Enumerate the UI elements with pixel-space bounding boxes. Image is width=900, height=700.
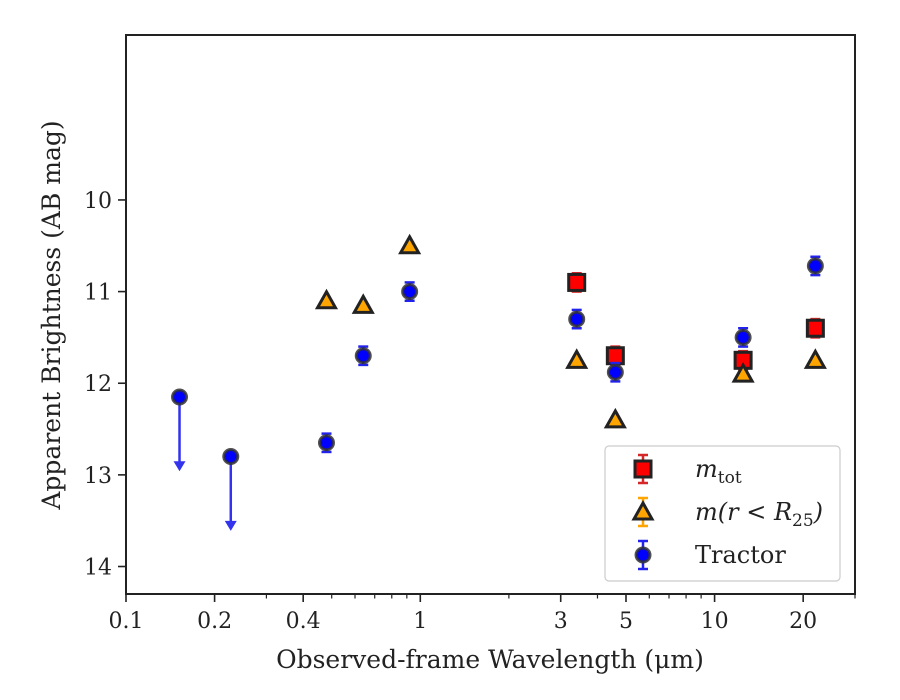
legend-label-main: m (695, 455, 718, 483)
tractor-point (806, 257, 824, 275)
upper-limit-arrowhead (173, 461, 186, 472)
legend-label-close: ) (813, 498, 823, 526)
mr25-point (565, 348, 589, 369)
x-tick-label: 1 (413, 609, 427, 634)
tractor-point (222, 448, 240, 466)
upper-limit-arrowhead (224, 520, 237, 531)
legend-entry: mtot (633, 453, 742, 488)
x-tick-label: 3 (554, 609, 568, 634)
legend: mtot m(r < R25) Tractor (604, 445, 841, 582)
mtot-point (805, 318, 825, 338)
legend-label: mtot (695, 455, 742, 488)
tractor-point (401, 283, 419, 301)
series-square (567, 272, 825, 371)
x-axis-label: Observed-frame Wavelength (μm) (276, 645, 704, 674)
tractor-point (317, 434, 335, 452)
x-tick-label: 0.4 (286, 609, 321, 634)
tractor-point (606, 363, 624, 381)
mr25-point (803, 348, 827, 369)
series-triangle (314, 233, 827, 429)
x-tick-label: 5 (619, 609, 633, 634)
y-tick-label: 13 (84, 464, 112, 489)
x-tick-label: 20 (789, 609, 817, 634)
tractor-point (568, 310, 586, 328)
plot-area (171, 233, 827, 531)
y-tick-label: 10 (84, 189, 112, 214)
mr25-point (398, 233, 422, 255)
legend-label-subscript: 25 (792, 511, 814, 531)
legend-label: Tractor (695, 541, 786, 569)
legend-entry: Tractor (634, 539, 786, 571)
mr25-point (351, 293, 375, 314)
legend-marker-circle (634, 546, 652, 564)
x-tick-label: 0.1 (109, 609, 144, 634)
y-axis-label: Apparent Brightness (AB mag) (37, 120, 66, 510)
legend-entry: m(r < R25) (631, 496, 823, 531)
y-tick-label: 12 (84, 372, 112, 397)
x-tick-label: 0.2 (197, 609, 232, 634)
tractor-point (354, 347, 372, 365)
mr25-point (603, 407, 627, 429)
y-tick-label: 11 (84, 281, 112, 306)
mr25-point (314, 288, 339, 310)
x-tick-label: 10 (701, 609, 729, 634)
plot-frame (125, 34, 856, 595)
legend-label: m(r < R25) (695, 498, 823, 531)
legend-marker-square (633, 459, 653, 479)
legend-label-main: m(r < R (695, 498, 792, 526)
legend-label-subscript: tot (718, 468, 742, 488)
series-circle (171, 255, 824, 531)
legend-box (604, 445, 841, 582)
mtot-point (605, 346, 625, 366)
tractor-point (171, 388, 189, 406)
mr25-point (731, 362, 755, 383)
mtot-point (567, 272, 587, 292)
tractor-point (734, 328, 752, 346)
legend-marker-triangle (631, 499, 655, 521)
y-tick-label: 14 (84, 556, 112, 581)
